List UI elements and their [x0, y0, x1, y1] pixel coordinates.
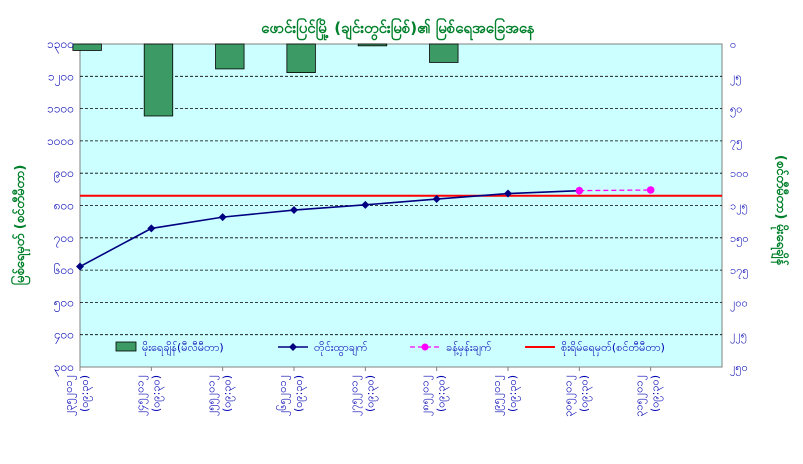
x-tick-label: ၃၁၅၂၀၁၂ — [633, 375, 648, 417]
legend-marker-forecast — [421, 343, 429, 351]
observed-point — [290, 206, 298, 215]
y-left-tick-label: ၆၀၀ — [54, 262, 74, 277]
forecast-point — [575, 186, 584, 195]
y-right-tick-label: ၂၂၅ — [730, 329, 747, 344]
x-tick-label: ၂၃၅၂၀၁၂ — [62, 375, 77, 416]
rainfall-bar — [143, 43, 174, 117]
gridlines — [80, 75, 722, 336]
legend-label: စိုးရိမ်ရေမှတ်(စင်တီမီတာ) — [561, 341, 665, 356]
series-lines — [76, 186, 655, 271]
legend-swatch-rainfall — [115, 341, 137, 352]
legend: မိုးရေချိန်(မီလီမီတာ) တိုင်းထွာချက် ခန့်မှ… — [115, 341, 665, 356]
y-left-tick-label: ၃၀၀ — [54, 360, 74, 377]
x-tick-sublabel: (၀၉:၃၀) — [292, 375, 307, 412]
x-tick-label: ၂၄၅၂၀၁၂ — [133, 375, 148, 416]
observed-point — [218, 213, 227, 222]
x-tick-sublabel: (၀၉:၃၀) — [649, 375, 664, 412]
x-tick-sublabel: (၀၉:၃၀) — [363, 375, 378, 412]
x-tick-sublabel: (၀၉:၃၀) — [577, 375, 592, 412]
y-right-tick-label: ၂၅ — [730, 70, 742, 85]
y-left-tick-label: ၁၃၀၀ — [47, 37, 74, 54]
rainfall-bar — [215, 43, 245, 70]
y-right-tick-label: ၅၀ — [730, 103, 742, 118]
y-right-tick-label: ၇၅ — [730, 135, 742, 150]
y-right-tick-label: ၀ — [730, 38, 736, 51]
rainfall-bar — [429, 43, 459, 63]
observed-point — [361, 200, 370, 209]
x-axis-ticks: ၂၃၅၂၀၁၂ (၀၉:၃၀) ၂၄၅၂၀၁၂ (၀၉:၃၀) ၂၅၅၂၀၁၂ (၀၉:၃… — [62, 367, 664, 417]
y-right-tick-label: ၁၇၅ — [730, 264, 749, 279]
observed-point — [432, 195, 441, 204]
x-tick-sublabel: (၀၉:၃၀) — [506, 375, 521, 412]
legend-label: မိုးရေချိန်(မီလီမီတာ) — [142, 341, 224, 356]
observed-point — [147, 224, 156, 233]
rainfall-bar — [72, 43, 102, 51]
forecast-point — [646, 186, 655, 194]
x-tick-label: ၃၀၅၂၀၁၂ — [561, 375, 576, 417]
x-tick-sublabel: (၀၉:၃၀) — [149, 375, 164, 412]
x-tick-sublabel: (၀၉:၃၀) — [221, 375, 236, 412]
x-tick-label: ၂၇၅၂၀၁၂ — [347, 375, 362, 416]
y-right-tick-label: ၁၂၅ — [730, 200, 748, 215]
y-left-tick-label: ၇၀၀ — [54, 231, 74, 248]
y-right-tick-label: ၂၅၀ — [730, 361, 748, 376]
x-tick-label: ၂၈၅၂၀၁၂ — [419, 375, 434, 416]
y-right-tick-label: ၁၀၀ — [730, 167, 749, 180]
legend-marker-observed — [289, 343, 297, 351]
x-tick-sublabel: (၀၉:၃၀) — [435, 375, 450, 412]
y-axis-right-label: (စင်တီမီတာ) မိုးရေချိန် — [770, 155, 790, 267]
forecast-line — [579, 189, 651, 192]
rainfall-bar — [286, 43, 316, 74]
y-axis-left-label: မြစ်ရေမှတ် (စင်တီမီတာ) — [10, 165, 31, 286]
x-tick-label: ၂၅၅၂၀၁၂ — [205, 375, 220, 416]
y-left-tick-label: ၁၁၀၀ — [47, 102, 74, 116]
y-right-tick-label: ၂၀၀ — [730, 296, 748, 311]
observed-point — [76, 262, 84, 271]
legend-label: တိုင်းထွာချက် — [314, 341, 368, 356]
observed-point — [504, 189, 512, 198]
rainfall-bars — [72, 43, 459, 117]
x-tick-label: ၂၆၅၂၀၁၂ — [276, 375, 291, 416]
y-left-tick-label: ၉၀၀ — [54, 166, 74, 183]
y-right-tick-label: ၁၅၀ — [730, 232, 749, 247]
y-left-tick-label: ၅၀၀ — [54, 295, 74, 312]
legend-label: ခန့်မှန်းချက် — [446, 341, 492, 356]
y-left-tick-label: ၁၂၀၀ — [48, 69, 74, 86]
x-tick-label: ၂၉၅၂၀၁၂ — [490, 375, 505, 416]
y-left-tick-label: ၈၀၀ — [54, 199, 74, 213]
y-left-tick-label: ၄၀၀ — [54, 328, 74, 345]
y-left-tick-label: ၁၀၀၀ — [47, 134, 74, 148]
observed-line — [79, 189, 580, 268]
rainfall-bar — [357, 43, 388, 47]
x-tick-sublabel: (၀၉:၃၀) — [78, 375, 93, 412]
